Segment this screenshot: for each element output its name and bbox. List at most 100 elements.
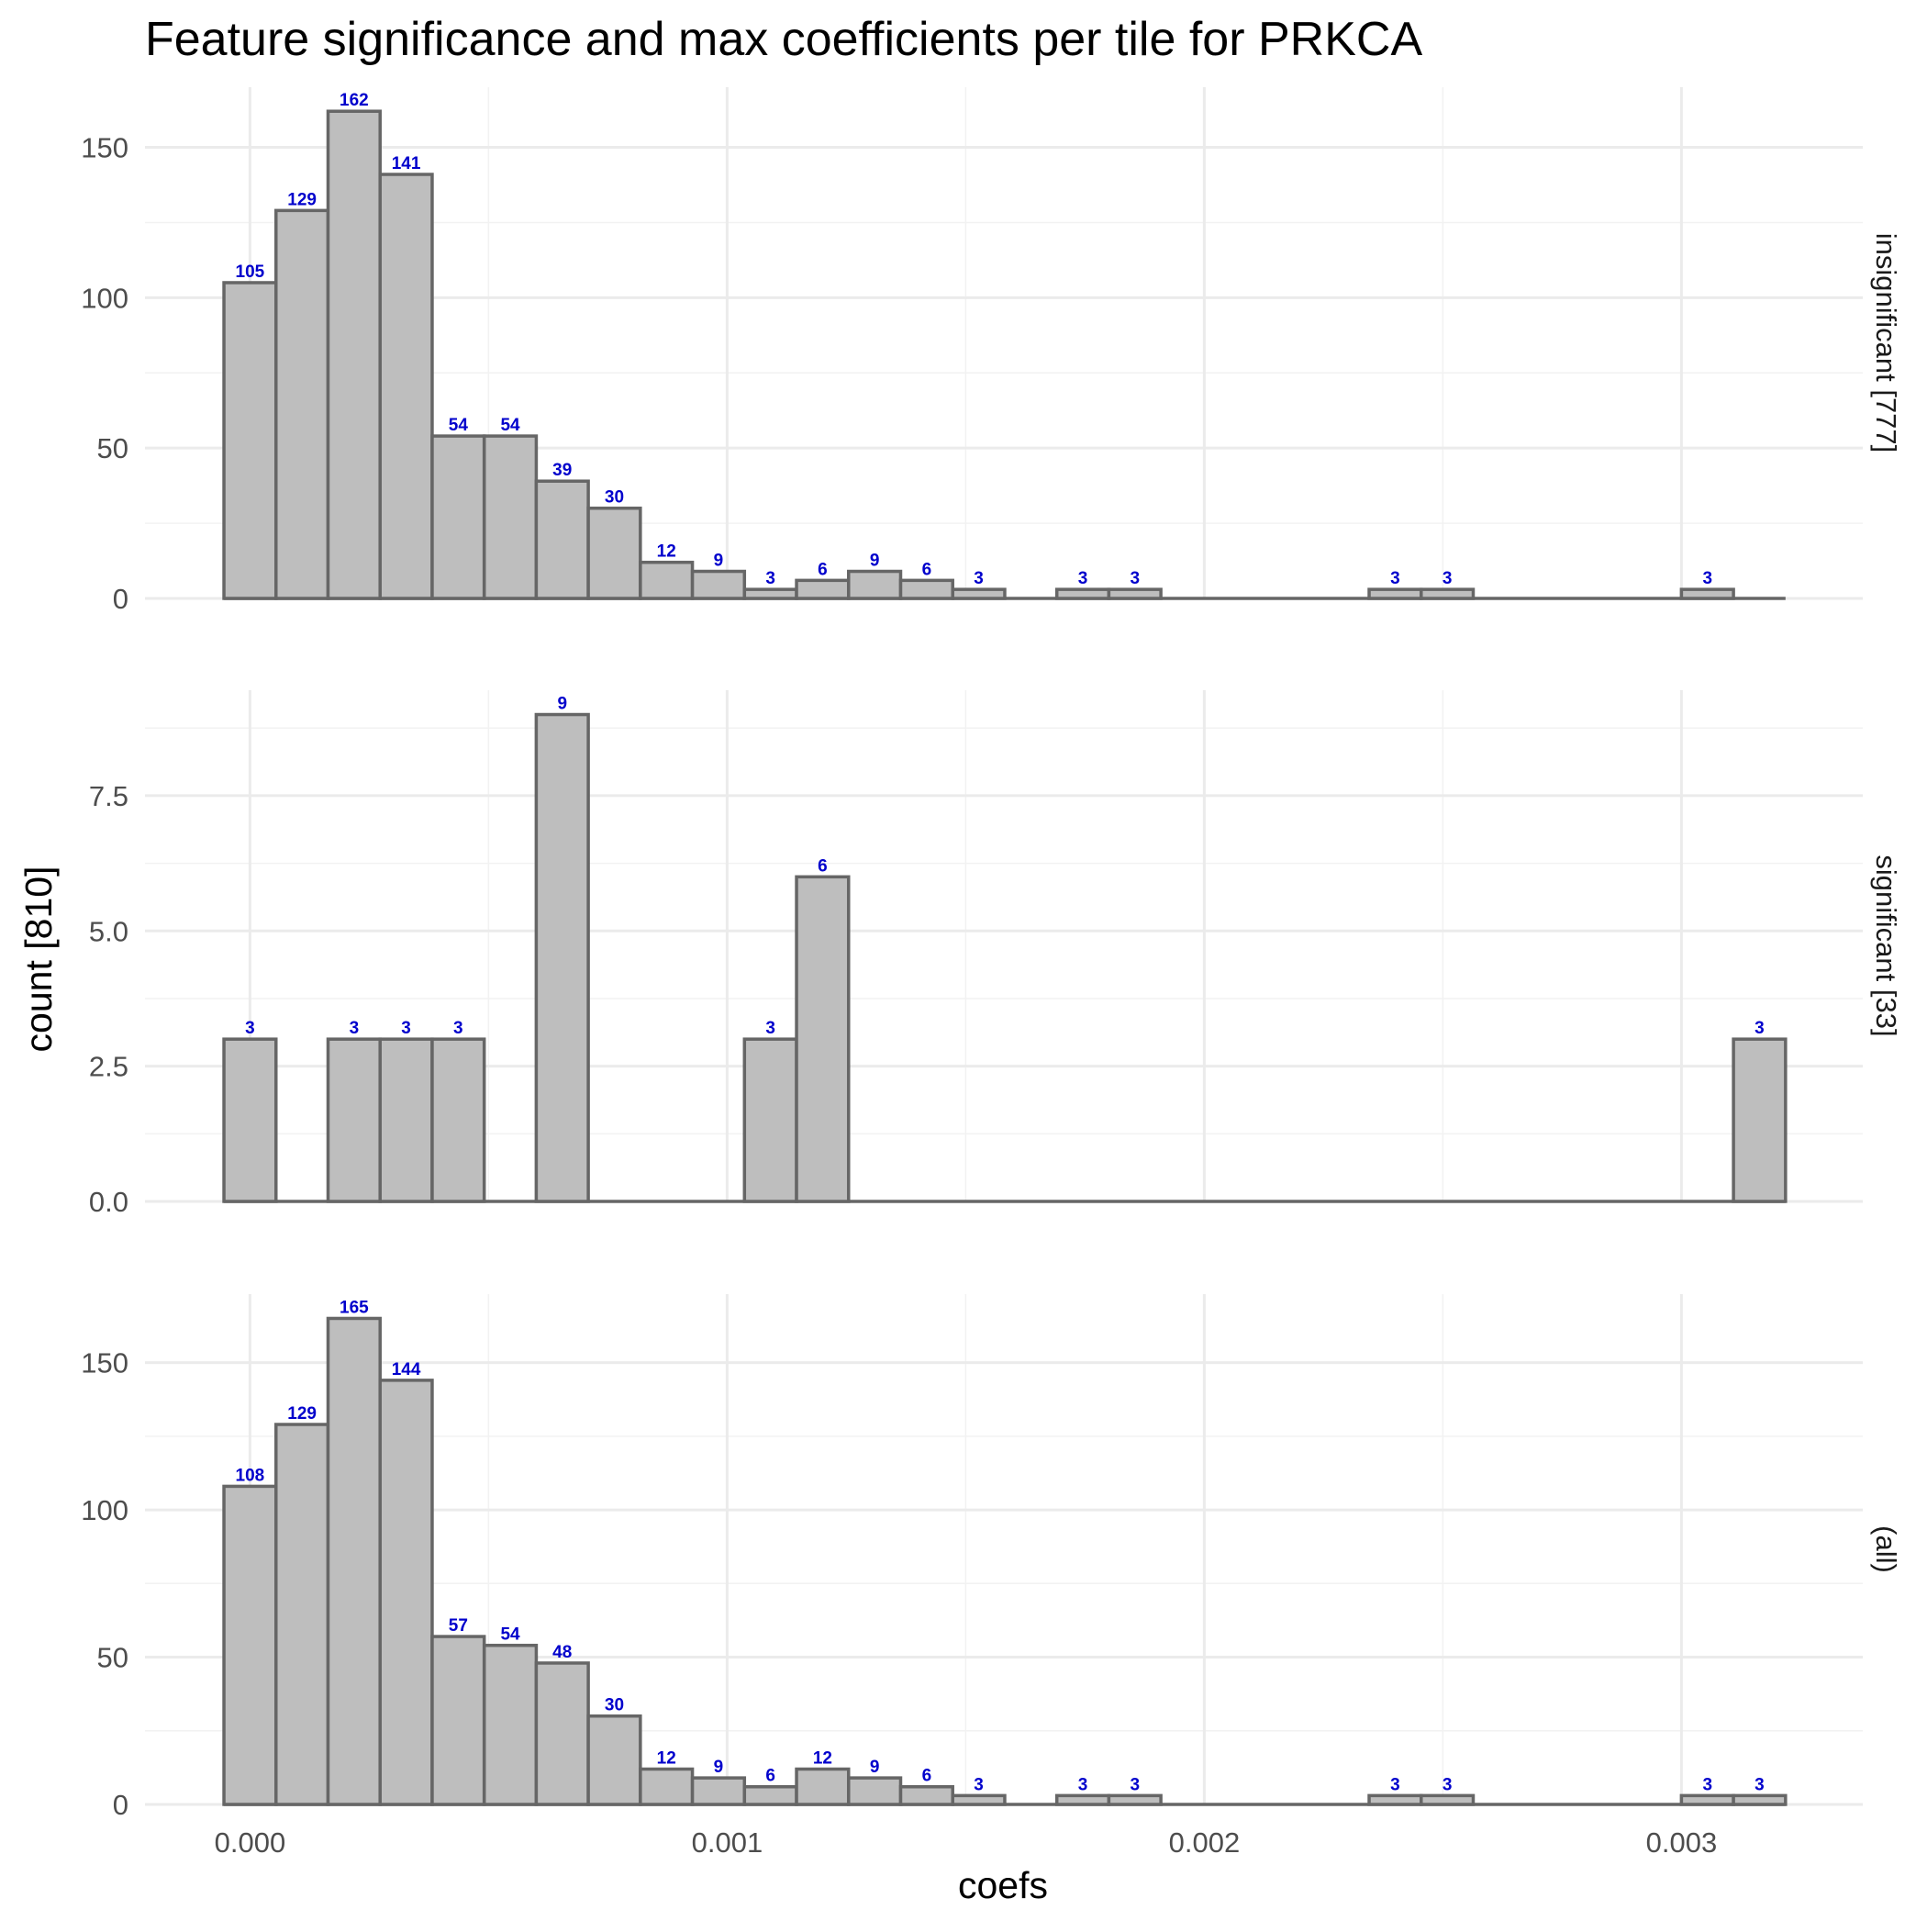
bar-count-label: 30	[605, 488, 624, 508]
histogram-bar	[1367, 1793, 1423, 1806]
bar-count-label: 3	[453, 1019, 463, 1038]
bar-count-label: 3	[1702, 569, 1712, 588]
bar-count-label: 3	[974, 569, 984, 588]
bar-count-label: 3	[401, 1019, 411, 1038]
y-tick-label: 150	[81, 1347, 128, 1379]
bar-count-label: 3	[350, 1019, 360, 1038]
histogram-bar	[1107, 1793, 1163, 1806]
histogram-bar	[1679, 587, 1735, 600]
histogram-bar	[586, 506, 642, 600]
bar-count-label: 6	[818, 560, 828, 579]
histogram-bar	[326, 109, 382, 600]
histogram-bar	[534, 712, 590, 1203]
histogram-bar	[639, 560, 695, 600]
bar-count-label: 54	[500, 1625, 520, 1645]
facet-panel-2: 0.0 2.5 5.0 7.5 3 3 3 3 9 3 6 3 significant [33]	[89, 690, 1902, 1218]
histogram-bar	[482, 434, 539, 600]
histogram-bar	[326, 1037, 382, 1203]
histogram-bar	[1107, 587, 1163, 600]
bar-count-label: 3	[1702, 1775, 1712, 1794]
y-tick-label: 5.0	[89, 915, 128, 947]
x-tick-label: 0.000	[215, 1826, 286, 1859]
histogram-bar	[378, 1037, 434, 1203]
facet-strip-label: insignificant [777]	[1870, 233, 1902, 453]
histogram-bar	[898, 578, 954, 600]
histogram-bar	[378, 1379, 434, 1806]
histogram-bar	[1420, 587, 1476, 600]
bar-count-label: 6	[818, 856, 828, 876]
y-tick-label: 50	[97, 432, 128, 464]
y-tick-label: 7.5	[89, 780, 128, 812]
bar-count-label: 3	[1078, 569, 1088, 588]
histogram-bar	[222, 281, 278, 600]
bar-count-label: 3	[1754, 1019, 1765, 1038]
bar-count-label: 3	[245, 1019, 255, 1038]
histogram-bar	[690, 1776, 747, 1806]
bar-count-label: 9	[870, 552, 880, 571]
y-tick-label: 0	[113, 1789, 128, 1821]
histogram-bar	[742, 587, 798, 600]
bar-count-label: 141	[392, 154, 421, 173]
histogram-bar	[847, 1776, 903, 1806]
histogram-bar	[742, 1784, 798, 1806]
histogram-bar	[795, 875, 851, 1203]
histogram-bar	[1732, 1037, 1788, 1203]
histogram-bar	[1367, 587, 1423, 600]
bar-count-label: 6	[922, 1767, 932, 1786]
histogram-bar	[586, 1714, 642, 1806]
bar-count-label: 144	[392, 1360, 421, 1379]
y-tick-label: 0	[113, 583, 128, 615]
y-tick-label: 2.5	[89, 1051, 128, 1083]
bar-count-label: 57	[449, 1616, 468, 1636]
bar-count-label: 30	[605, 1696, 624, 1715]
bar-count-label: 3	[765, 1019, 775, 1038]
bar-count-label: 12	[657, 542, 676, 562]
bar-count-label: 3	[765, 569, 775, 588]
bar-count-label: 165	[340, 1298, 369, 1317]
bar-count-label: 3	[1390, 569, 1400, 588]
histogram-bar	[430, 1635, 486, 1806]
bar-count-label: 105	[236, 262, 265, 282]
histogram-bar	[430, 1037, 486, 1203]
histogram-bar	[898, 1784, 954, 1806]
bar-count-label: 3	[1390, 1775, 1400, 1794]
bar-count-label: 9	[714, 1758, 724, 1777]
facet-strip-label: (all)	[1870, 1525, 1902, 1573]
bar-count-label: 6	[765, 1767, 775, 1786]
y-tick-label: 150	[81, 132, 128, 164]
histogram-bar	[951, 587, 1007, 600]
bar-count-label: 3	[1442, 1775, 1453, 1794]
bar-count-label: 108	[236, 1466, 265, 1485]
x-tick-label: 0.002	[1169, 1826, 1241, 1859]
y-tick-label: 0.0	[89, 1186, 128, 1218]
histogram-bar	[1054, 1793, 1111, 1806]
bar-count-label: 3	[1078, 1775, 1088, 1794]
histogram-bar	[534, 479, 590, 600]
bar-count-label: 54	[449, 416, 469, 435]
bar-count-label: 3	[1442, 569, 1453, 588]
histogram-bar	[847, 569, 903, 600]
histogram-bar	[482, 1643, 539, 1806]
histogram-bar	[1679, 1793, 1735, 1806]
bar-count-label: 48	[552, 1643, 572, 1662]
histogram-bar	[430, 434, 486, 600]
bar-count-label: 54	[500, 416, 520, 435]
y-tick-label: 100	[81, 1494, 128, 1526]
x-tick-label: 0.001	[692, 1826, 763, 1859]
x-axis-title: coefs	[958, 1864, 1048, 1906]
histogram-bar	[742, 1037, 798, 1203]
y-tick-label: 100	[81, 282, 128, 314]
bar-count-label: 39	[552, 461, 572, 480]
bar-count-label: 3	[974, 1775, 984, 1794]
histogram-bar	[274, 1423, 330, 1806]
histogram-bar	[1054, 587, 1111, 600]
bar-count-label: 12	[657, 1748, 676, 1768]
histogram-bar	[690, 569, 747, 600]
bar-count-label: 9	[870, 1758, 880, 1777]
histogram-bar	[534, 1661, 590, 1806]
y-tick-label: 50	[97, 1642, 128, 1674]
bar-count-label: 9	[557, 695, 567, 714]
